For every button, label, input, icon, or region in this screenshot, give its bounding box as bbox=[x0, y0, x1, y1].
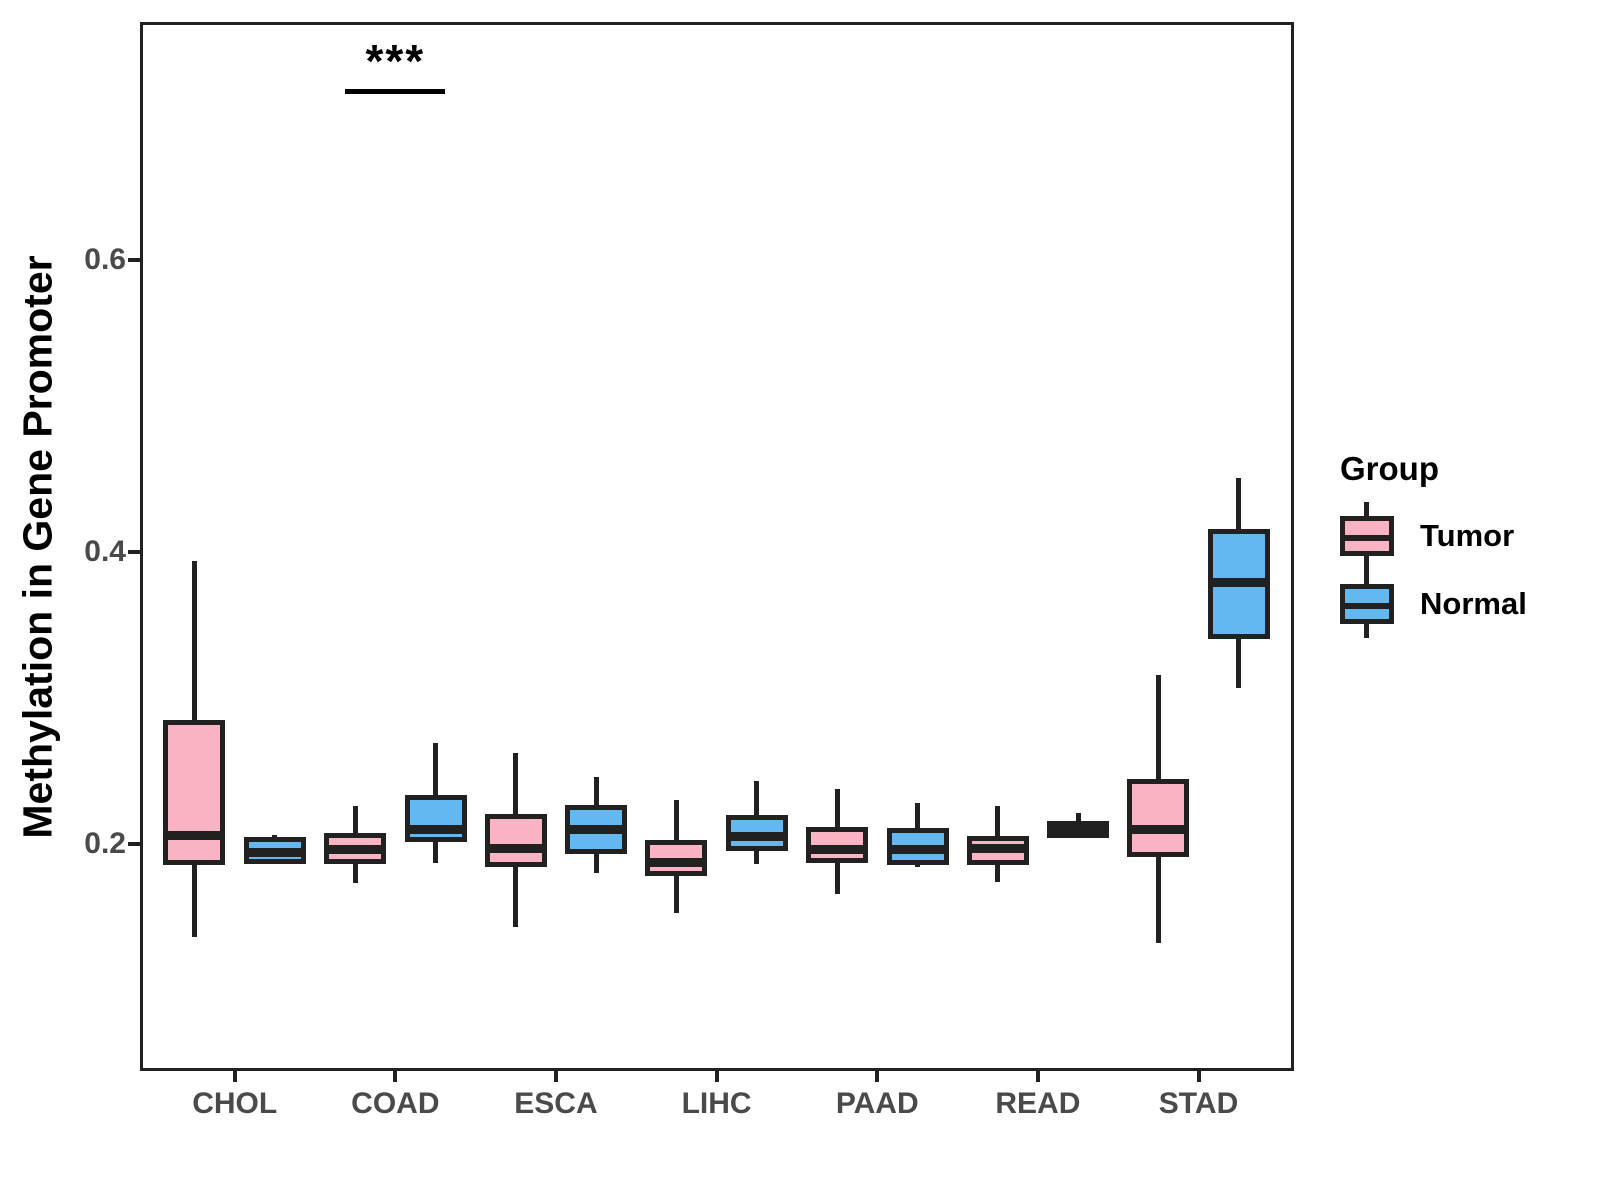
x-tick-label-stad: STAD bbox=[1158, 1087, 1239, 1120]
box-median-normal-LIHC bbox=[725, 832, 788, 842]
legend-entry-tumor: Tumor bbox=[1340, 502, 1527, 570]
legend-entry-normal: Normal bbox=[1340, 570, 1527, 638]
box-median-tumor-PAAD bbox=[806, 845, 868, 855]
glyph-median bbox=[1345, 535, 1389, 541]
box-tumor-ESCA bbox=[484, 813, 547, 867]
boxplot-glyph-icon bbox=[1340, 570, 1394, 638]
box-median-normal-ESCA bbox=[565, 824, 628, 834]
box-median-tumor-COAD bbox=[324, 845, 387, 855]
glyph-median bbox=[1345, 603, 1389, 609]
box-median-normal-COAD bbox=[404, 824, 467, 834]
x-tick-mark-chol bbox=[232, 1071, 237, 1082]
x-tick-label-lihc: LIHC bbox=[681, 1087, 752, 1120]
x-tick-mark-lihc bbox=[714, 1071, 719, 1082]
x-tick-label-coad: COAD bbox=[351, 1087, 440, 1120]
significance-stars: *** bbox=[365, 35, 426, 87]
box-median-normal-CHOL bbox=[243, 848, 306, 858]
legend-label-tumor: Tumor bbox=[1420, 518, 1515, 553]
y-tick-label: 0.6 bbox=[84, 243, 126, 276]
x-tick-label-chol: CHOL bbox=[192, 1087, 278, 1120]
plot-panel bbox=[140, 22, 1294, 1071]
legend-label-normal: Normal bbox=[1420, 586, 1527, 621]
x-tick-mark-esca bbox=[553, 1071, 558, 1082]
box-median-tumor-STAD bbox=[1127, 824, 1190, 834]
y-tick-label: 0.4 bbox=[84, 535, 126, 568]
x-tick-label-esca: ESCA bbox=[514, 1087, 598, 1120]
box-tumor-PAAD bbox=[806, 826, 868, 863]
y-tick-label: 0.2 bbox=[84, 827, 126, 860]
x-tick-label-paad: PAAD bbox=[835, 1087, 919, 1120]
box-tumor-CHOL bbox=[163, 720, 226, 866]
glyph-box bbox=[1340, 584, 1394, 624]
y-tick-mark bbox=[128, 550, 140, 554]
box-median-normal-STAD bbox=[1207, 578, 1270, 588]
significance-line bbox=[345, 89, 446, 94]
box-median-normal-PAAD bbox=[886, 845, 949, 855]
box-normal-COAD bbox=[404, 794, 467, 843]
box-tumor-STAD bbox=[1127, 778, 1190, 857]
x-tick-mark-coad bbox=[393, 1071, 398, 1082]
x-tick-mark-read bbox=[1035, 1071, 1040, 1082]
box-tumor-LIHC bbox=[645, 840, 708, 876]
box-median-normal-READ bbox=[1047, 824, 1110, 834]
box-median-tumor-CHOL bbox=[163, 830, 226, 840]
box-median-tumor-READ bbox=[966, 843, 1029, 853]
box-median-tumor-LIHC bbox=[645, 858, 708, 868]
glyph-box bbox=[1340, 516, 1394, 556]
boxplot-glyph-icon bbox=[1340, 502, 1394, 570]
legend: Group Tumor Normal bbox=[1340, 450, 1527, 638]
x-tick-label-read: READ bbox=[995, 1087, 1081, 1120]
legend-title: Group bbox=[1340, 450, 1439, 487]
x-tick-mark-paad bbox=[875, 1071, 880, 1082]
box-median-tumor-ESCA bbox=[484, 843, 547, 853]
y-tick-mark bbox=[128, 842, 140, 846]
y-tick-mark bbox=[128, 258, 140, 262]
x-tick-mark-stad bbox=[1196, 1071, 1201, 1082]
